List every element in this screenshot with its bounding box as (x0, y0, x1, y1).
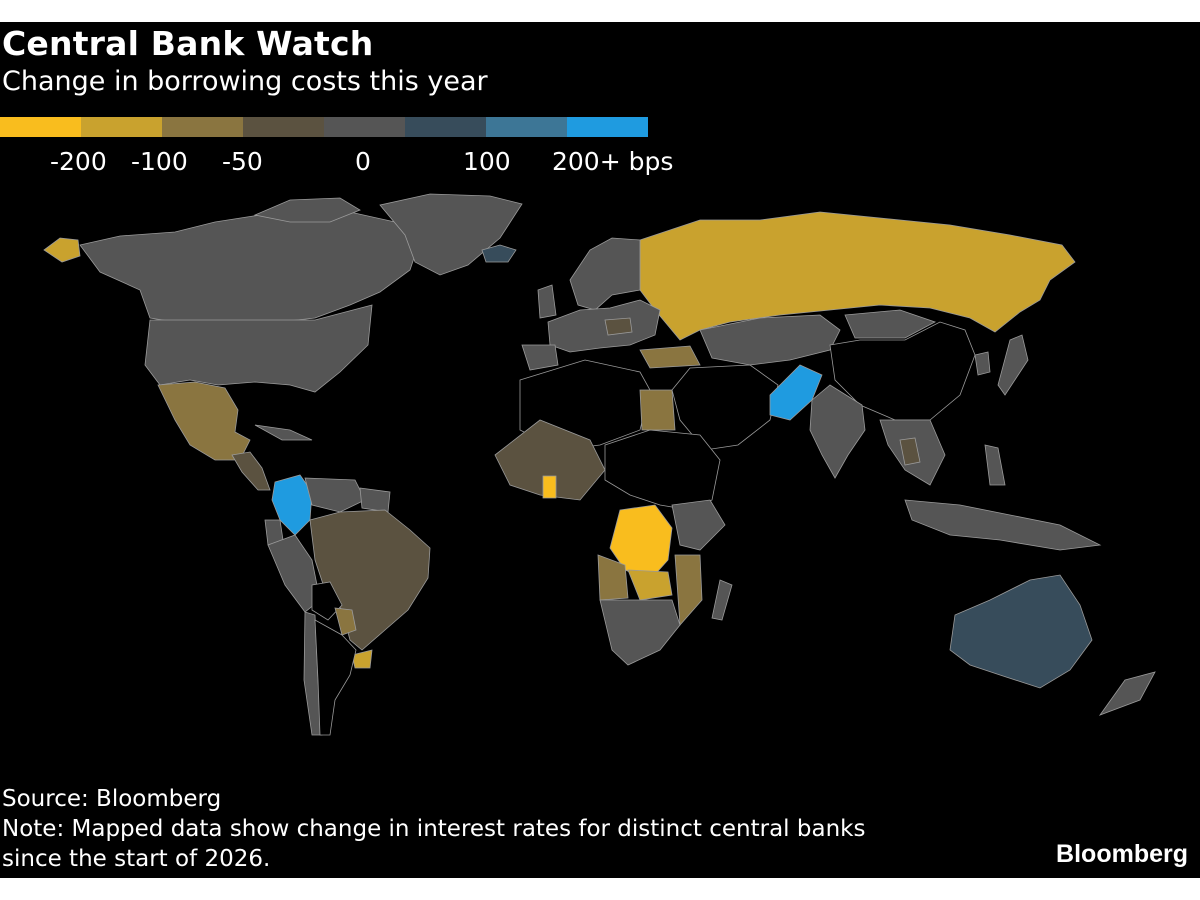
angola (597, 554, 629, 601)
west-africa (494, 419, 606, 501)
legend-label: 200+ bps (552, 147, 674, 176)
legend-bin-1 (81, 117, 162, 137)
thailand (899, 437, 921, 466)
japan (997, 334, 1029, 396)
source-text: Source: Bloomberg (2, 786, 222, 812)
alaska (43, 237, 81, 263)
legend-bin-4 (324, 117, 405, 137)
legend-bin-5 (405, 117, 486, 137)
mongolia (844, 309, 936, 339)
central-africa (604, 429, 721, 511)
iceland (481, 244, 517, 263)
western-europe (547, 299, 661, 353)
legend-label: -200 (50, 147, 107, 176)
mexico (157, 381, 251, 461)
colombia (271, 474, 313, 536)
note-line-1: Note: Mapped data show change in interes… (2, 816, 866, 842)
caribbean (254, 424, 313, 441)
zambia (627, 569, 673, 601)
dr-congo (609, 504, 673, 581)
chart-title: Central Bank Watch (2, 24, 374, 63)
central-europe (604, 317, 633, 336)
iberia (521, 344, 559, 371)
egypt (639, 389, 676, 431)
turkey (639, 345, 701, 369)
chart-subtitle: Change in borrowing costs this year (2, 66, 488, 97)
united-kingdom (537, 284, 557, 319)
east-africa (671, 499, 726, 551)
venezuela (304, 477, 366, 513)
legend-label: -50 (222, 147, 263, 176)
central-america (231, 451, 271, 491)
canada (79, 209, 421, 323)
philippines (984, 444, 1006, 486)
legend-bin-6 (486, 117, 567, 137)
note-line-2: since the start of 2026. (2, 846, 271, 872)
legend-label: 0 (355, 147, 371, 176)
uruguay (351, 649, 373, 669)
legend-bin-0 (0, 117, 81, 137)
arctic-islands (253, 197, 361, 223)
australia (949, 574, 1093, 689)
central-asia (699, 314, 841, 366)
legend-color-bar (0, 117, 648, 137)
india (809, 384, 866, 479)
scandinavia (569, 237, 641, 311)
southern-africa (599, 599, 681, 666)
korea (974, 351, 991, 376)
legend-label: 100 (463, 147, 511, 176)
paraguay (334, 607, 357, 636)
madagascar (711, 579, 733, 621)
legend-bin-7 (567, 117, 648, 137)
indonesia (904, 499, 1102, 551)
mozambique (674, 554, 703, 626)
bolivia (311, 581, 343, 621)
legend-bin-2 (162, 117, 243, 137)
ghana (542, 475, 557, 499)
russia (639, 211, 1076, 341)
legend-bin-3 (243, 117, 324, 137)
middle-east (671, 364, 779, 451)
world-map (43, 193, 1156, 736)
argentina (314, 619, 357, 736)
legend-label: -100 (131, 147, 188, 176)
new-zealand (1098, 671, 1156, 716)
bloomberg-logo: Bloomberg (1056, 840, 1188, 868)
guianas (359, 487, 391, 513)
